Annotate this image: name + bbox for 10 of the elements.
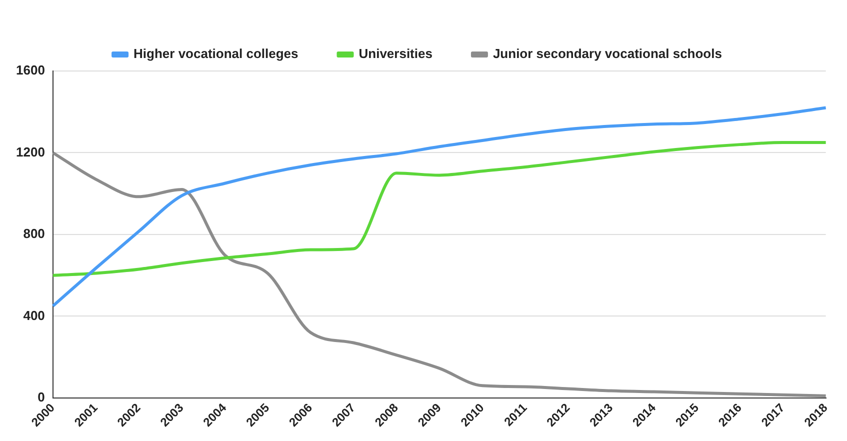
y-tick-label: 0 bbox=[38, 390, 45, 405]
legend-label: Higher vocational colleges bbox=[134, 46, 298, 62]
y-tick-label: 400 bbox=[23, 308, 45, 323]
line-series bbox=[51, 106, 828, 308]
y-tick-label: 1200 bbox=[16, 144, 45, 160]
y-tick-label: 800 bbox=[23, 226, 45, 242]
legend-label: Junior secondary vocational schools bbox=[492, 46, 722, 62]
y-tick-label: 1600 bbox=[16, 62, 45, 78]
line-series bbox=[51, 141, 828, 277]
legend-label: Universities bbox=[358, 46, 432, 62]
